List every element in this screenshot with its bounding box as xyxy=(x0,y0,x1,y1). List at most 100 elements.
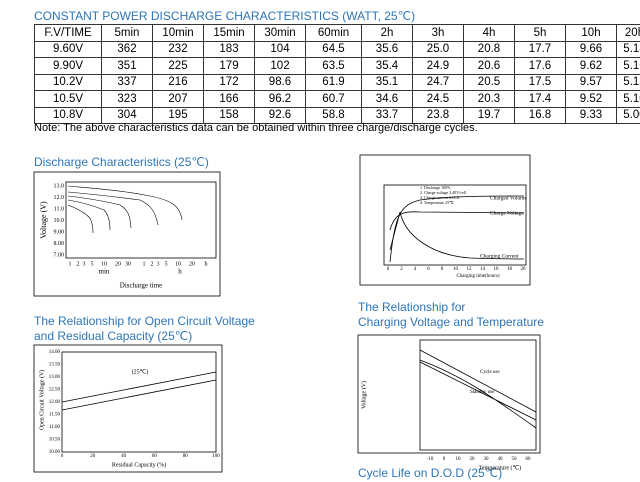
x-tick-label: 40 xyxy=(498,457,504,462)
table-cell: 60min xyxy=(305,24,362,42)
section-title: Cycle Life on D.O.D (25℃) xyxy=(358,466,503,480)
table-cell: 24.5 xyxy=(412,90,464,108)
y-tick-label: 11.50 xyxy=(49,413,61,418)
x-tick-label: 60 xyxy=(526,457,532,462)
x-tick-label: 80 xyxy=(183,454,189,459)
x-tick-label: 2 xyxy=(77,261,80,267)
table-title: CONSTANT POWER DISCHARGE CHARACTERISTICS… xyxy=(34,9,416,23)
table-cell: 33.7 xyxy=(361,106,413,124)
y-tick-label: 10.50 xyxy=(49,438,61,443)
table-cell: 92.6 xyxy=(254,106,306,124)
table-cell: 17.5 xyxy=(514,73,566,91)
x-tick-label: 5 xyxy=(165,261,168,267)
x-tick-label: 10 xyxy=(456,457,462,462)
figure-label: Voltage (V) xyxy=(39,201,48,239)
section-title: The Relationship for Open Circuit Voltag… xyxy=(34,314,255,328)
x-tick-label: 20 xyxy=(189,261,195,267)
figure-label: (25℃) xyxy=(132,368,149,375)
table-cell: 304 xyxy=(101,106,153,124)
x-tick-label: 10 xyxy=(175,261,181,267)
x-tick-label: -10 xyxy=(427,457,434,462)
table-cell: 5.00 xyxy=(616,106,640,124)
table-cell: 323 xyxy=(101,90,153,108)
y-tick-label: 11.00 xyxy=(49,425,61,430)
y-tick-label: 7.00 xyxy=(54,252,65,258)
table-row: 10.8V 304 195 158 92.6 58.8 33.7 23.8 19.7 16.8 9.… xyxy=(34,106,640,124)
table-row: 9.60V 362 232 183 104 64.5 35.6 25.0 20.8 17.7 9.6… xyxy=(34,40,640,58)
table-cell: 9.62 xyxy=(565,57,617,75)
table-cell: 5min xyxy=(101,24,153,42)
y-tick-label: 8.00 xyxy=(54,241,65,247)
table-cell: 232 xyxy=(152,40,204,58)
table-cell: 20.3 xyxy=(463,90,515,108)
y-tick-label: 10.00 xyxy=(49,450,61,455)
x-tick-label: 10 xyxy=(101,261,107,267)
y-tick-label: 12.0 xyxy=(54,195,65,201)
figure-label: h xyxy=(178,268,182,276)
figure-label: Residual Capacity (%) xyxy=(112,461,166,468)
x-tick-label: h xyxy=(205,261,208,267)
figure-label: Voltage (V) xyxy=(360,381,367,409)
table-cell: 216 xyxy=(152,73,204,91)
x-tick-label: 0 xyxy=(61,454,64,459)
x-tick-label: 20 xyxy=(521,267,527,272)
figure-label: 3. Charge current 0.1CA xyxy=(420,195,459,200)
x-tick-label: 60 xyxy=(152,454,158,459)
table-cell: 61.9 xyxy=(305,73,362,91)
figure-label: Open Circuit Voltage (V) xyxy=(38,370,45,431)
y-tick-label: 12.00 xyxy=(49,400,61,405)
figure-label: Cycle use xyxy=(480,370,500,375)
table-cell: 58.8 xyxy=(305,106,362,124)
x-tick-label: 18 xyxy=(507,267,513,272)
table-cell: 362 xyxy=(101,40,153,58)
y-tick-label: 13.50 xyxy=(49,363,61,368)
x-tick-label: 10 xyxy=(453,267,459,272)
x-tick-label: 1 xyxy=(69,261,72,267)
table-cell: 9.57 xyxy=(565,73,617,91)
discharge-table: F.V/TIME 5min 10min 15min 30min 60min 2h 3h 4h 5h… xyxy=(34,24,640,124)
x-tick-label: 0 xyxy=(443,457,446,462)
x-tick-label: 0 xyxy=(387,267,390,272)
section-title: Charging Voltage and Temperature xyxy=(358,315,544,329)
y-tick-label: 12.50 xyxy=(49,388,61,393)
y-tick-label: 13.00 xyxy=(49,375,61,380)
x-tick-label: 30 xyxy=(125,261,131,267)
table-cell: 179 xyxy=(203,57,255,75)
figure-label: Charged Volume xyxy=(490,195,527,201)
x-tick-label: 12 xyxy=(467,267,473,272)
figure-frames xyxy=(33,154,541,473)
y-tick-label: 11.0 xyxy=(54,206,64,212)
x-tick-label: 8 xyxy=(441,267,444,272)
table-cell: 158 xyxy=(203,106,255,124)
table-cell: 9.90V xyxy=(34,57,102,75)
x-tick-label: 20 xyxy=(115,261,121,267)
x-tick-label: 20 xyxy=(470,457,476,462)
x-tick-label: 2 xyxy=(151,261,154,267)
section-title: The Relationship for xyxy=(358,300,466,314)
section-title: Discharge Characteristics (25℃) xyxy=(34,155,209,169)
note: Note: The above characteristics data can… xyxy=(34,122,478,134)
y-tick-label: 13.0 xyxy=(54,183,65,189)
figure-label: Charge Voltage xyxy=(490,210,524,216)
table-cell: 64.5 xyxy=(305,40,362,58)
figure-label: 2. Charge voltage 2.40V/cell xyxy=(420,190,467,195)
figure-label: 4. Temperature 25℃ xyxy=(420,200,454,205)
y-tick-label: 9.00 xyxy=(54,229,65,235)
table-cell: 5.10 xyxy=(616,90,640,108)
x-tick-label: 50 xyxy=(512,457,518,462)
figure-label: Charging Current xyxy=(480,253,519,259)
x-tick-label: 3 xyxy=(83,261,86,267)
table-cell: 5.16 xyxy=(616,57,640,75)
table-row: F.V/TIME 5min 10min 15min 30min 60min 2h 3h 4h 5h… xyxy=(34,24,640,42)
x-tick-label: 20 xyxy=(90,454,96,459)
table-cell: 5.18 xyxy=(616,40,640,58)
table-cell: 3h xyxy=(412,24,464,42)
table-cell: 60.7 xyxy=(305,90,362,108)
figure-label: Standby use xyxy=(470,390,495,395)
x-tick-label: 100 xyxy=(212,454,220,459)
x-tick-label: 2 xyxy=(400,267,403,272)
figure-label: 1. Discharge 100% xyxy=(420,185,451,190)
x-tick-label: 3 xyxy=(157,261,160,267)
